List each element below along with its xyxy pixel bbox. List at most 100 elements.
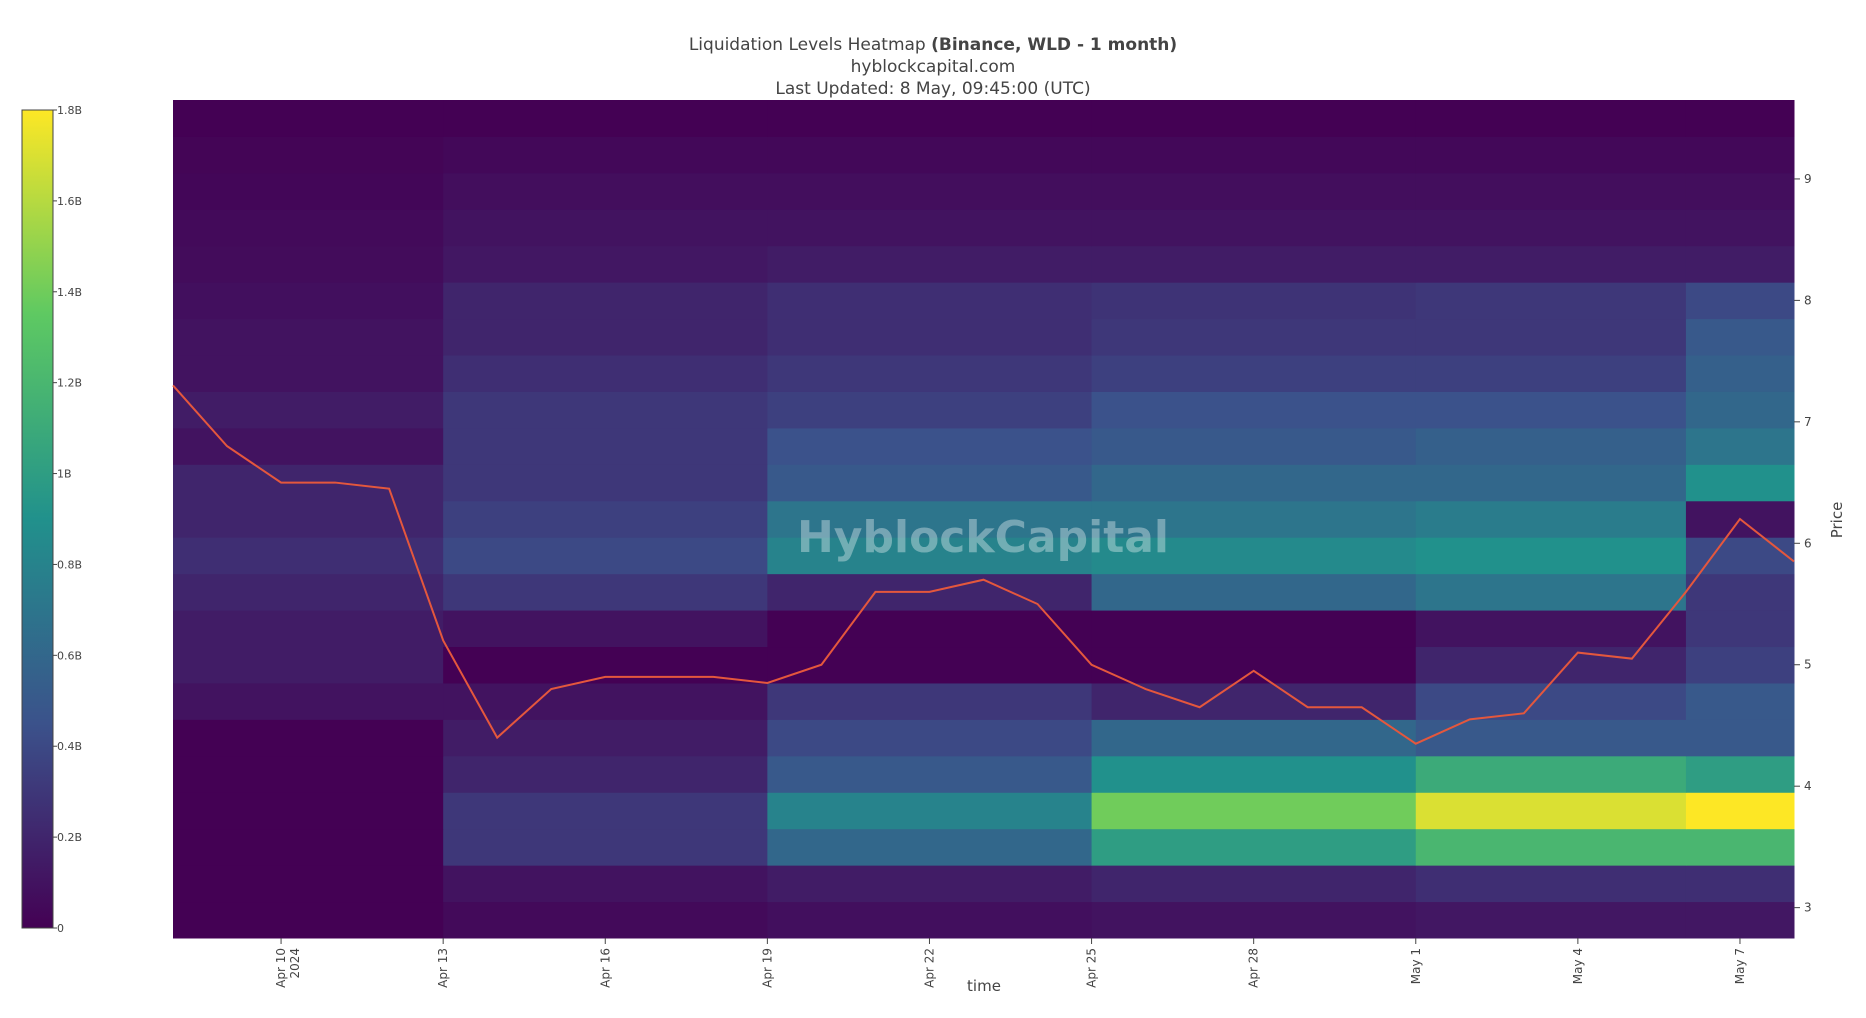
x-tick-label: May 1 (1409, 948, 1423, 984)
colorbar-tick-label: 1B (57, 468, 72, 481)
heat-cell (443, 318, 768, 356)
x-tick-label: May 7 (1733, 948, 1747, 984)
heat-cell (1091, 610, 1417, 648)
heat-cell (767, 427, 1093, 465)
heat-cell (443, 391, 768, 429)
heat-cell (1415, 755, 1687, 793)
heat-cell (767, 792, 1093, 830)
heat-cell (1415, 245, 1687, 283)
heat-cell (1685, 136, 1795, 174)
heat-cell (173, 245, 444, 283)
heat-cell (1685, 865, 1795, 903)
colorbar-tick-label: 0.2B (57, 831, 82, 844)
heat-cell (443, 828, 768, 866)
chart-title: Liquidation Levels Heatmap (Binance, WLD… (689, 35, 1177, 55)
heat-cell (1091, 573, 1417, 611)
heat-cell (173, 427, 444, 465)
heat-cell (1091, 136, 1417, 174)
heat-cell (767, 755, 1093, 793)
colorbar-tick-label: 1.4B (57, 286, 82, 299)
heat-cell (1091, 427, 1417, 465)
heat-cell (1091, 355, 1417, 392)
heat-cell (443, 355, 768, 392)
heat-cell (1685, 755, 1795, 793)
heat-cell (1091, 755, 1417, 793)
heat-cell (1091, 682, 1417, 720)
heat-cell (1415, 537, 1687, 575)
heat-cell (767, 355, 1093, 392)
heat-cell (1685, 100, 1795, 137)
heat-cell (1415, 209, 1687, 247)
y-tick-label: 3 (1804, 901, 1812, 915)
heat-cell (443, 427, 768, 465)
y-tick-label: 4 (1804, 779, 1812, 793)
x-tick-label: Apr 10 (274, 948, 288, 988)
heat-cell (767, 828, 1093, 866)
y-axis-label: Price (1828, 502, 1846, 539)
heat-cell (1685, 646, 1795, 684)
heat-cell (1415, 792, 1687, 830)
colorbar-tick-label: 0.4B (57, 740, 82, 753)
heat-cell (173, 573, 444, 611)
heat-cell (173, 792, 444, 830)
heat-cell (1685, 464, 1795, 502)
heat-cell (1415, 828, 1687, 866)
heat-cell (767, 500, 1093, 538)
y-tick-label: 5 (1804, 658, 1812, 672)
heat-cell (1091, 646, 1417, 684)
heat-cell (1091, 500, 1417, 538)
y-tick-label: 9 (1804, 172, 1812, 186)
heat-cell (443, 136, 768, 174)
heat-cell (1415, 355, 1687, 392)
x-tick-label: Apr 28 (1247, 948, 1261, 988)
heat-cell (767, 610, 1093, 648)
heat-cell (1685, 209, 1795, 247)
heat-cell (1685, 391, 1795, 429)
heat-cell (443, 610, 768, 648)
heatmap (173, 100, 1795, 939)
heat-cell (443, 865, 768, 903)
heat-cell (767, 391, 1093, 429)
heat-cell (1415, 427, 1687, 465)
heat-cell (173, 282, 444, 320)
heat-cell (1091, 865, 1417, 903)
heat-cell (173, 828, 444, 866)
heat-cell (1415, 172, 1687, 210)
heat-cell (1685, 282, 1795, 320)
heat-cell (1415, 391, 1687, 429)
price-line (172, 384, 1795, 745)
heat-cell (443, 100, 768, 137)
heat-cell (173, 537, 444, 575)
heat-cell (173, 865, 444, 903)
updated: Last Updated: 8 May, 09:45:00 (UTC) (775, 79, 1090, 99)
heat-cell (1415, 282, 1687, 320)
heat-cell (1091, 901, 1417, 939)
heat-cell (443, 901, 768, 939)
heat-cell (767, 100, 1093, 137)
heat-cell (1415, 100, 1687, 137)
heat-cell (1415, 318, 1687, 356)
heat-cell (1091, 464, 1417, 502)
heat-cell (173, 355, 444, 392)
heat-cell (173, 391, 444, 429)
colorbar-tick-label: 1.6B (57, 195, 82, 208)
heat-cell (1091, 209, 1417, 247)
colorbar-tick-label: 0.6B (57, 649, 82, 662)
heat-cell (1685, 355, 1795, 392)
heat-cell (767, 172, 1093, 210)
y-tick-label: 8 (1804, 293, 1812, 307)
heat-cell (1091, 245, 1417, 283)
heat-cell (1415, 500, 1687, 538)
heat-cell (173, 901, 444, 939)
heat-cell (1091, 172, 1417, 210)
watermark: HyblockCapital (797, 512, 1169, 563)
heat-cell (1685, 682, 1795, 720)
heat-cell (767, 209, 1093, 247)
heat-cell (1685, 172, 1795, 210)
heat-cell (173, 719, 444, 757)
x-tick-label: Apr 25 (1085, 948, 1099, 988)
heat-cell (767, 901, 1093, 939)
heat-cell (1091, 537, 1417, 575)
